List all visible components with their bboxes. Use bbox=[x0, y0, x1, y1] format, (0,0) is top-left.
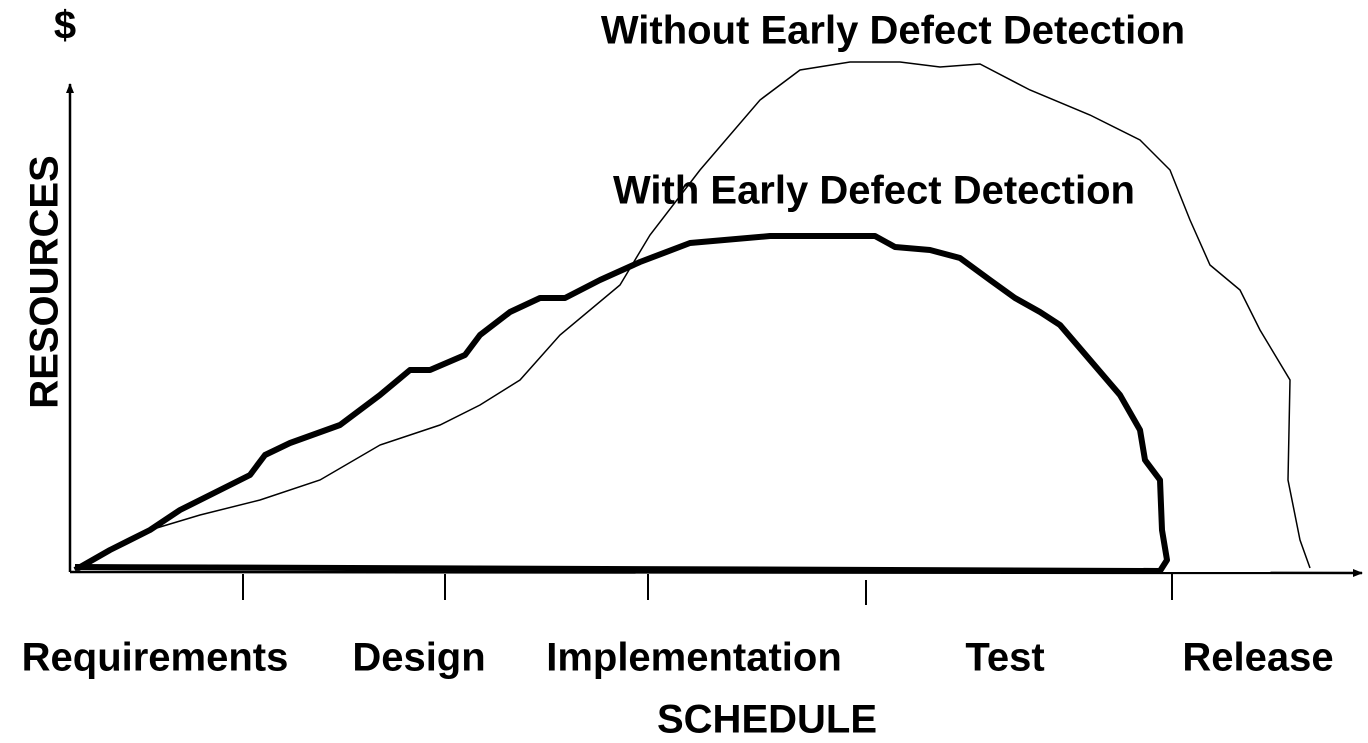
y-axis-label: RESOURCES bbox=[23, 155, 67, 408]
with-curve bbox=[73, 233, 1170, 574]
phase-label: Requirements bbox=[22, 636, 289, 680]
currency-label: $ bbox=[54, 4, 76, 48]
phase-label: Test bbox=[965, 636, 1044, 680]
phase-label: Design bbox=[352, 636, 485, 680]
x-axis bbox=[69, 568, 1363, 577]
phase-ticks bbox=[242, 574, 1173, 605]
with-label: With Early Defect Detection bbox=[613, 169, 1135, 213]
without-label: Without Early Defect Detection bbox=[601, 9, 1185, 53]
phase-label: Implementation bbox=[546, 636, 842, 680]
x-axis-label: SCHEDULE bbox=[657, 698, 877, 742]
phase-label: Release bbox=[1182, 636, 1333, 680]
without-curve bbox=[74, 61, 1311, 571]
